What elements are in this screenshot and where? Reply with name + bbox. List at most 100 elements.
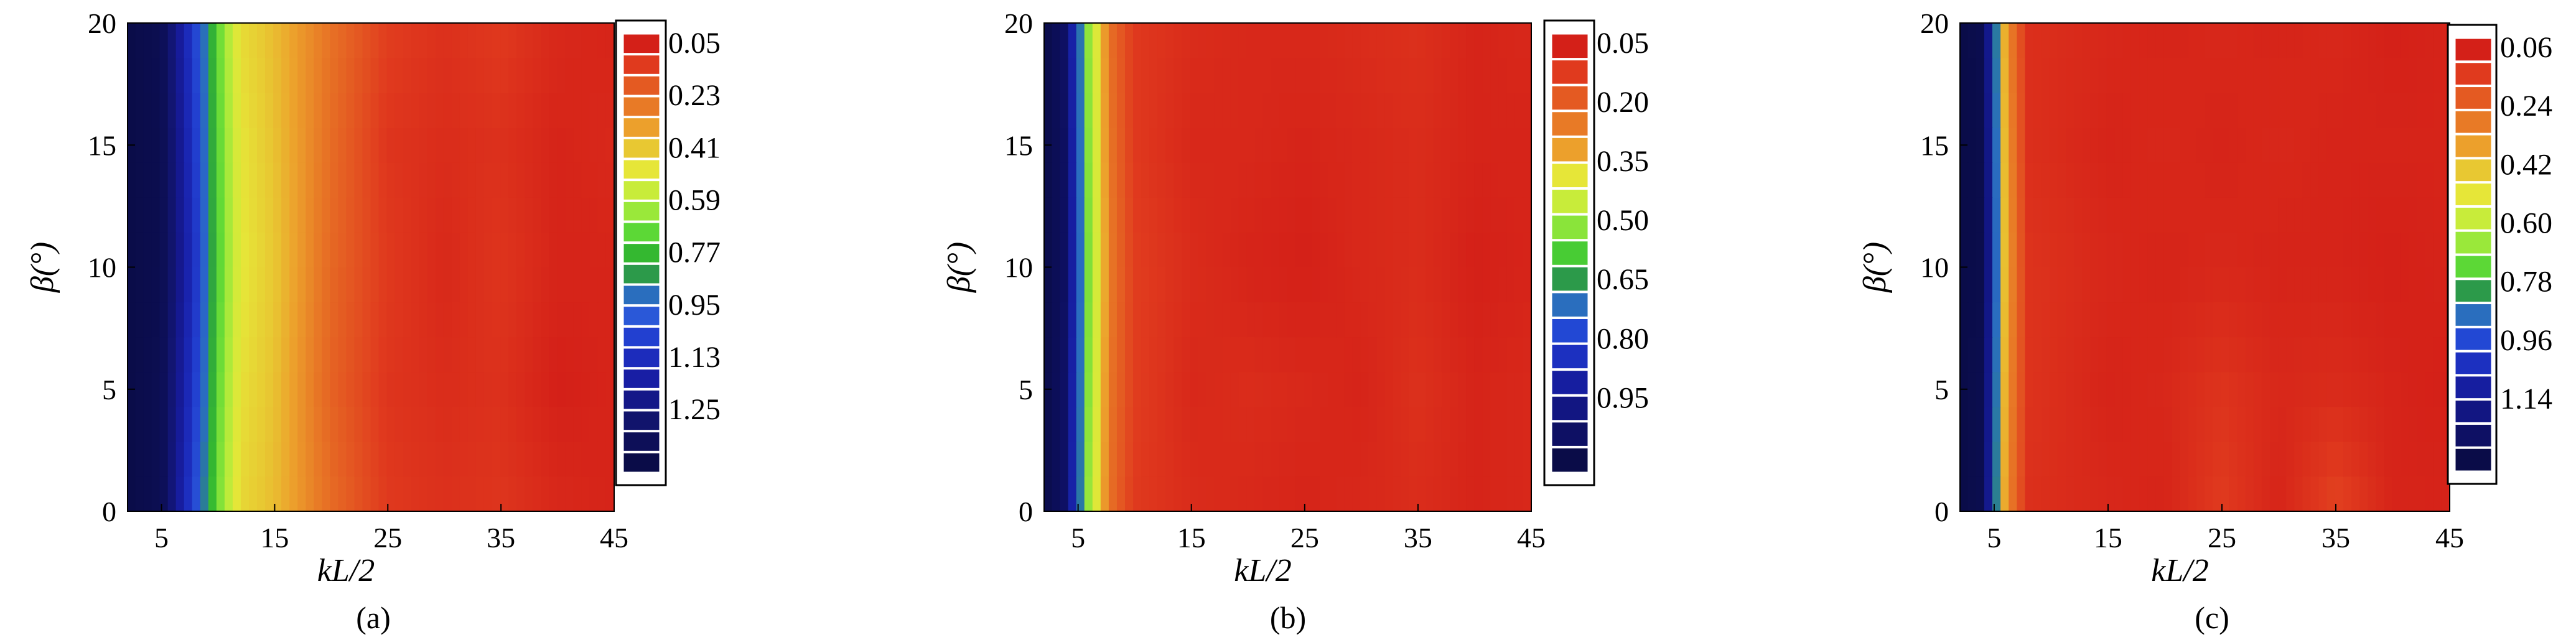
heatmap-cell: [159, 57, 169, 93]
heatmap-cell: [1506, 127, 1516, 163]
heatmap-cell: [467, 302, 477, 338]
heatmap-cell: [1401, 406, 1410, 442]
heatmap-cell: [1060, 302, 1069, 338]
heatmap-cell: [322, 336, 331, 373]
heatmap-cell: [1206, 476, 1215, 511]
heatmap-cell: [1360, 57, 1370, 93]
heatmap-cell: [1425, 23, 1434, 58]
heatmap-cell: [508, 441, 518, 477]
heatmap-cell: [2090, 127, 2099, 163]
heatmap-cell: [451, 162, 460, 198]
heatmap-cell: [2318, 127, 2328, 163]
heatmap-cell: [200, 57, 209, 93]
heatmap-cell: [1450, 441, 1459, 477]
heatmap-cell: [330, 92, 339, 128]
heatmap-cell: [200, 476, 209, 511]
heatmap-cell: [508, 336, 518, 373]
heatmap-cell: [2017, 267, 2026, 303]
heatmap-cell: [443, 302, 452, 338]
heatmap-cell: [2090, 336, 2099, 373]
heatmap-cell: [1466, 441, 1475, 477]
heatmap-cell: [346, 371, 355, 407]
heatmap-cell: [1108, 197, 1118, 233]
heatmap-cell: [2213, 476, 2222, 511]
heatmap-cell: [240, 197, 250, 233]
heatmap-cell: [1984, 336, 1993, 373]
heatmap-cell: [322, 231, 331, 267]
heatmap-cell: [1320, 441, 1329, 477]
heatmap-cell: [1458, 57, 1467, 93]
heatmap-cell: [1328, 302, 1337, 338]
heatmap-cell: [1198, 302, 1207, 338]
heatmap-cell: [451, 127, 460, 163]
heatmap-cell: [508, 231, 518, 267]
heatmap-cell: [2147, 371, 2157, 407]
heatmap-cell: [1409, 92, 1418, 128]
y-tick-label: 10: [88, 252, 116, 284]
heatmap-cell: [159, 197, 169, 233]
heatmap-cell: [2302, 336, 2312, 373]
heatmap-cell: [2318, 441, 2328, 477]
heatmap-cell: [1992, 231, 2002, 267]
heatmap-cell: [1060, 336, 1069, 373]
heatmap-cell: [2310, 92, 2320, 128]
heatmap-cell: [1100, 371, 1109, 407]
heatmap-cell: [232, 127, 241, 163]
heatmap-cell: [1360, 127, 1370, 163]
legend-swatch: [2455, 183, 2492, 206]
heatmap-cell: [184, 476, 193, 511]
heatmap-cell: [1271, 302, 1280, 338]
heatmap-cell: [2163, 441, 2173, 477]
heatmap-cell: [2000, 336, 2010, 373]
heatmap-cell: [1417, 92, 1426, 128]
heatmap-cell: [1458, 127, 1467, 163]
heatmap-cell: [200, 371, 209, 407]
heatmap-cell: [1523, 441, 1531, 477]
heatmap-cell: [1384, 23, 1394, 58]
heatmap-cell: [1376, 162, 1386, 198]
heatmap-cell: [589, 57, 599, 93]
heatmap-cell: [1182, 57, 1191, 93]
heatmap-cell: [1458, 162, 1467, 198]
heatmap-cell: [1984, 371, 1993, 407]
heatmap-cell: [2408, 371, 2418, 407]
panel-a: 5 15 25 35 4505101520kL/2β(°)(a)0.050.230.41…: [25, 7, 721, 635]
heatmap-cell: [451, 231, 460, 267]
heatmap-cell: [605, 197, 614, 233]
heatmap-cell: [533, 197, 542, 233]
heatmap-cell: [297, 371, 307, 407]
heatmap-cell: [2359, 23, 2369, 58]
heatmap-cell: [281, 476, 291, 511]
heatmap-cell: [1368, 476, 1378, 511]
heatmap-cell: [1523, 57, 1531, 93]
heatmap-cell: [549, 371, 558, 407]
heatmap-cell: [1514, 336, 1524, 373]
heatmap-cell: [1230, 406, 1239, 442]
heatmap-cell: [394, 162, 404, 198]
heatmap-cell: [2098, 231, 2107, 267]
y-tick-label: 0: [1934, 496, 1949, 527]
heatmap-cell: [1425, 231, 1434, 267]
heatmap-cell: [1238, 371, 1248, 407]
heatmap-cell: [1425, 302, 1434, 338]
heatmap-cell: [492, 336, 502, 373]
heatmap-cell: [533, 57, 542, 93]
heatmap-cell: [1328, 476, 1337, 511]
heatmap-cell: [1376, 406, 1386, 442]
colorbar-legend: 0.050.200.350.500.650.800.95: [1543, 19, 1649, 486]
heatmap-cell: [273, 406, 282, 442]
heatmap-cell: [403, 23, 412, 58]
heatmap-cell: [1360, 336, 1370, 373]
heatmap-cell: [2326, 267, 2336, 303]
heatmap-cell: [508, 371, 518, 407]
heatmap-cell: [1514, 302, 1524, 338]
heatmap-cell: [2188, 441, 2197, 477]
heatmap-cell: [2017, 476, 2026, 511]
heatmap-cell: [459, 267, 469, 303]
heatmap-cell: [2335, 197, 2344, 233]
heatmap-cell: [2098, 197, 2107, 233]
heatmap-cell: [2180, 231, 2189, 267]
heatmap-cell: [1149, 231, 1159, 267]
heatmap-cell: [2408, 476, 2418, 511]
heatmap-cell: [419, 441, 428, 477]
